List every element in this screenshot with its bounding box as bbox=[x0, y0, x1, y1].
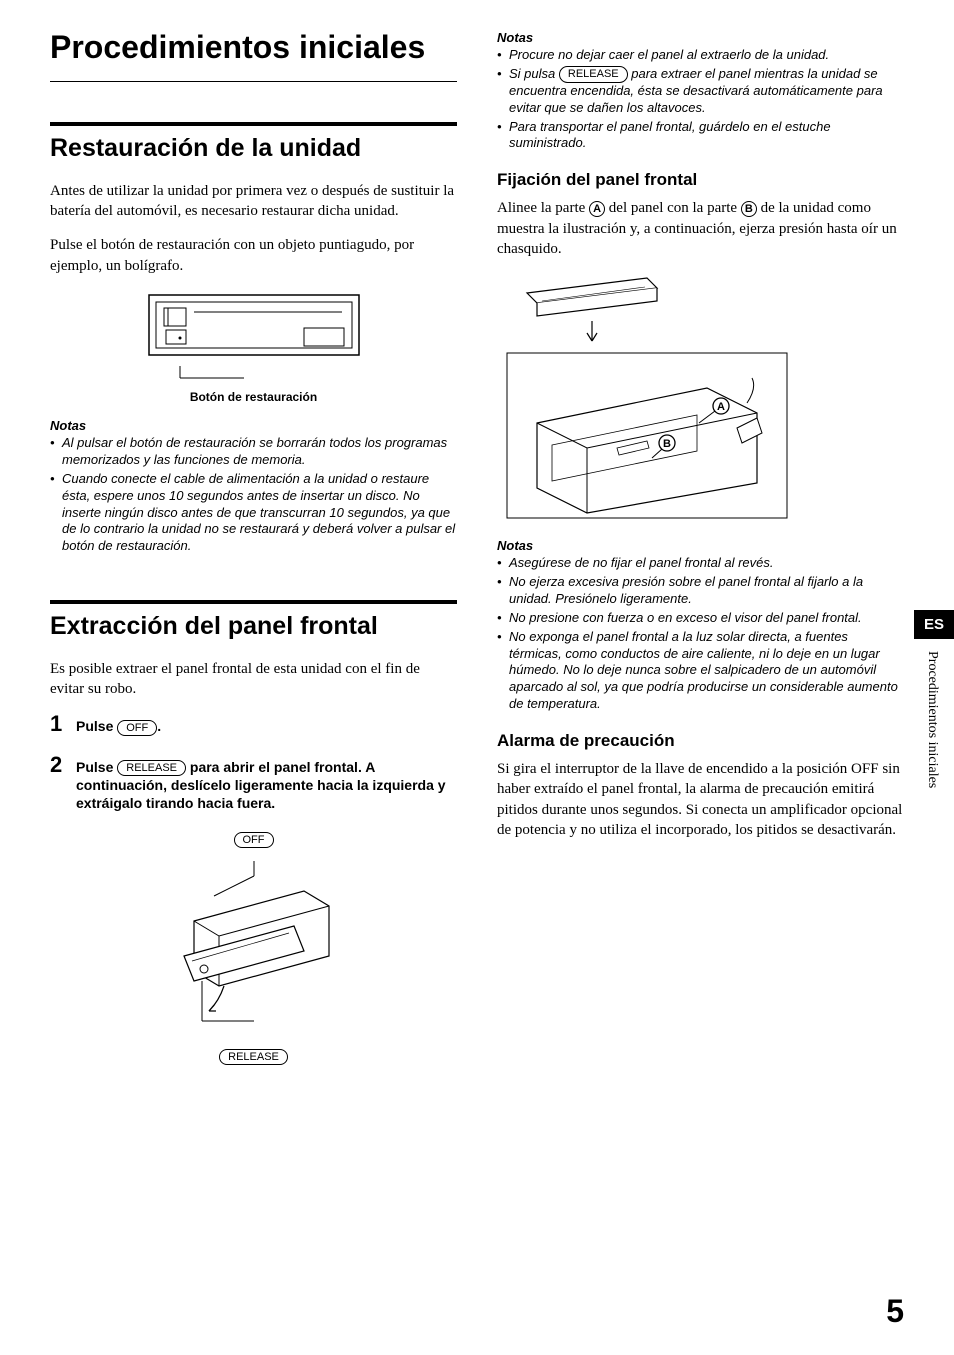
right-notes2-heading: Notas bbox=[497, 538, 904, 553]
step-number: 2 bbox=[50, 754, 66, 776]
section-extraccion-title: Extracción del panel frontal bbox=[50, 600, 457, 641]
step-1-text: Pulse OFF. bbox=[76, 713, 161, 735]
alarma-heading: Alarma de precaución bbox=[497, 731, 904, 751]
step-2-text: Pulse RELEASE para abrir el panel fronta… bbox=[76, 754, 457, 813]
attachment-diagram: A B bbox=[497, 273, 904, 528]
section-restauracion-title: Restauración de la unidad bbox=[50, 122, 457, 163]
svg-text:A: A bbox=[717, 401, 725, 413]
notes1-heading: Notas bbox=[50, 418, 457, 433]
right-notes1-list: Procure no dejar caer el panel al extrae… bbox=[497, 47, 904, 152]
right-notes1-item: Si pulsa RELEASE para extraer el panel m… bbox=[497, 66, 904, 117]
step-1: 1 Pulse OFF. bbox=[50, 713, 457, 735]
page-number: 5 bbox=[886, 1293, 904, 1330]
step-2: 2 Pulse RELEASE para abrir el panel fron… bbox=[50, 754, 457, 813]
off-diagram-label: OFF bbox=[234, 832, 274, 848]
fijacion-text: Alinee la parte A del panel con la parte… bbox=[497, 198, 904, 259]
right-notes2-item: No presione con fuerza o en exceso el vi… bbox=[497, 610, 904, 627]
reset-caption: Botón de restauración bbox=[50, 390, 457, 404]
release-button-label: RELEASE bbox=[117, 760, 186, 776]
right-notes1-item: Procure no dejar caer el panel al extrae… bbox=[497, 47, 904, 64]
notes1-list: Al pulsar el botón de restauración se bo… bbox=[50, 435, 457, 555]
right-notes2-item: No exponga el panel frontal a la luz sol… bbox=[497, 629, 904, 713]
main-title: Procedimientos iniciales bbox=[50, 30, 457, 82]
right-notes2-list: Asegúrese de no fijar el panel frontal a… bbox=[497, 555, 904, 713]
extraccion-intro: Es posible extraer el panel frontal de e… bbox=[50, 659, 457, 700]
svg-text:B: B bbox=[663, 438, 671, 450]
notes1-item: Cuando conecte el cable de alimentación … bbox=[50, 471, 457, 555]
right-notes2-item: Asegúrese de no fijar el panel frontal a… bbox=[497, 555, 904, 572]
right-notes2-item: No ejerza excesiva presión sobre el pane… bbox=[497, 574, 904, 608]
fijacion-heading: Fijación del panel frontal bbox=[497, 170, 904, 190]
reset-diagram: Botón de restauración bbox=[50, 290, 457, 404]
right-notes1-item: Para transportar el panel frontal, guárd… bbox=[497, 119, 904, 153]
letter-b-icon: B bbox=[741, 201, 757, 217]
side-tab: ES Procedimientos iniciales bbox=[914, 610, 954, 788]
letter-a-icon: A bbox=[589, 201, 605, 217]
step-number: 1 bbox=[50, 713, 66, 735]
side-section-label: Procedimientos iniciales bbox=[924, 651, 940, 788]
extraction-diagram: OFF RELEASE bbox=[50, 831, 457, 1066]
right-notes1-heading: Notas bbox=[497, 30, 904, 45]
restauracion-para1: Antes de utilizar la unidad por primera … bbox=[50, 181, 457, 222]
notes1-item: Al pulsar el botón de restauración se bo… bbox=[50, 435, 457, 469]
release-button-label: RELEASE bbox=[559, 66, 628, 82]
alarma-text: Si gira el interruptor de la llave de en… bbox=[497, 759, 904, 840]
restauracion-para2: Pulse el botón de restauración con un ob… bbox=[50, 235, 457, 276]
release-diagram-label: RELEASE bbox=[219, 1049, 288, 1065]
language-badge: ES bbox=[914, 610, 954, 639]
off-button-label: OFF bbox=[117, 720, 157, 736]
